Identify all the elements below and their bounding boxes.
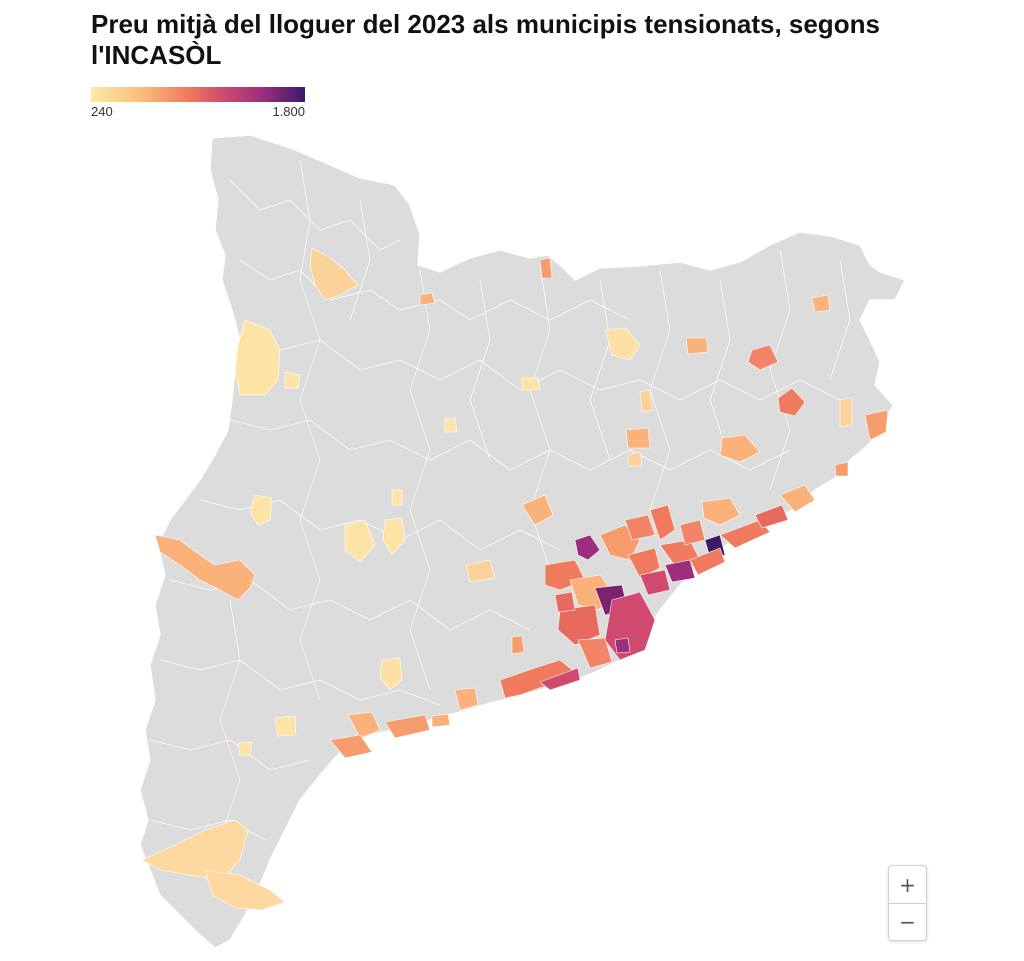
zoom-in-button[interactable]: + (899, 872, 916, 897)
legend-labels: 240 1.800 (91, 104, 305, 120)
legend-min-label: 240 (91, 104, 113, 119)
zoom-out-button[interactable]: − (889, 903, 926, 940)
region-outline (139, 134, 906, 949)
tensioned-municipalities (141, 247, 889, 911)
legend-max-label: 1.800 (272, 104, 305, 119)
page-title: Preu mitjà del lloguer del 2023 als muni… (91, 9, 880, 70)
color-legend: 240 1.800 (91, 87, 305, 120)
zoom-control: + − (888, 865, 927, 941)
legend-gradient-bar (91, 87, 305, 102)
